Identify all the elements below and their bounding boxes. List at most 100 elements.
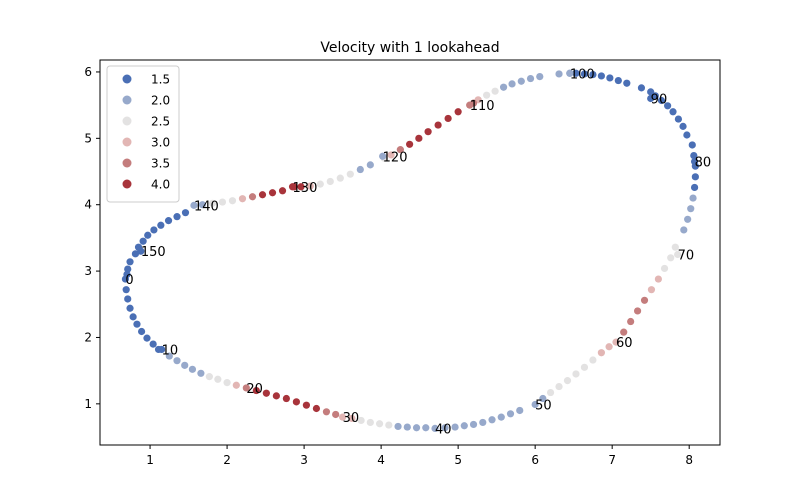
data-point-130: [288, 183, 297, 191]
data-point-84: [669, 108, 677, 116]
data-point-69: [671, 243, 679, 251]
data-point-107: [483, 91, 491, 99]
data-point-117: [396, 146, 404, 154]
data-point-135: [238, 195, 247, 203]
y-tick-label-2: 2: [84, 330, 92, 344]
data-point-37: [403, 423, 411, 431]
x-tick-label-7: 7: [608, 453, 616, 467]
point-label-150: 150: [141, 245, 166, 260]
data-point-11: [165, 352, 173, 360]
axes-frame: [99, 59, 721, 446]
data-point-59: [605, 343, 613, 351]
data-point-40: [431, 424, 439, 433]
data-point-89: [637, 84, 646, 92]
point-index-labels: 0 10 20 30 40 50 60 70 80 90 100 110 120 130 140 150: [125, 67, 711, 437]
data-point-64: [640, 296, 649, 304]
data-point-121: [366, 161, 374, 169]
legend-label-3.0: 3.0: [151, 136, 170, 150]
y-tick-label-1: 1: [84, 397, 92, 411]
y-tick-label-3: 3: [84, 264, 92, 278]
data-point-14: [188, 365, 197, 373]
legend-marker-3.5: [122, 158, 132, 168]
data-point-27: [312, 404, 321, 413]
legend-label-1.5: 1.5: [151, 73, 170, 87]
data-point-151: [126, 258, 134, 266]
legend-label-3.5: 3.5: [151, 157, 170, 171]
data-point-20: [242, 384, 250, 392]
data-point-13: [181, 361, 189, 369]
x-tick-label-1: 1: [146, 453, 154, 467]
data-point-2: [124, 295, 132, 303]
data-point-144: [157, 221, 165, 229]
data-point-48: [506, 410, 515, 418]
data-point-146: [144, 231, 152, 239]
data-point-103: [517, 77, 525, 85]
data-point-83: [674, 115, 683, 123]
point-label-130: 130: [293, 181, 318, 196]
legend-marker-3.0: [122, 137, 132, 147]
data-point-122: [356, 165, 364, 174]
legend-label-4.0: 4.0: [151, 178, 170, 192]
data-point-136: [228, 197, 237, 205]
data-point-118: [387, 151, 395, 159]
data-point-72: [684, 215, 692, 223]
data-point-29: [332, 410, 340, 419]
data-point-153: [123, 270, 131, 279]
data-point-104: [508, 80, 516, 88]
data-point-63: [633, 307, 642, 315]
data-point-120: [379, 152, 387, 160]
legend-label-2.5: 2.5: [151, 115, 170, 129]
legend-marker-4.0: [122, 179, 132, 189]
data-point-93: [606, 74, 614, 82]
data-point-145: [150, 226, 158, 234]
data-point-22: [262, 389, 270, 397]
data-point-126: [316, 180, 324, 188]
scatter-points: [121, 69, 699, 433]
data-point-115: [415, 134, 423, 142]
data-point-45: [479, 418, 487, 427]
data-point-25: [292, 398, 300, 406]
point-label-40: 40: [435, 422, 452, 437]
data-point-150: [137, 247, 145, 255]
y-tick-label-4: 4: [84, 198, 92, 212]
data-point-78: [690, 151, 698, 160]
y-tick-label-5: 5: [84, 131, 92, 145]
data-point-132: [268, 189, 277, 197]
data-point-88: [647, 94, 655, 103]
data-point-35: [385, 421, 393, 429]
data-point-124: [336, 174, 344, 182]
data-point-51: [539, 394, 547, 403]
data-point-105: [499, 83, 508, 91]
x-tick-label-2: 2: [223, 453, 231, 467]
data-point-74: [689, 194, 697, 202]
legend-label-2.0: 2.0: [151, 94, 170, 108]
data-point-114: [424, 128, 432, 136]
data-point-18: [223, 379, 231, 387]
data-point-31: [348, 414, 356, 423]
data-point-123: [346, 170, 354, 178]
data-point-41: [441, 424, 449, 432]
point-label-80: 80: [695, 156, 712, 171]
data-point-55: [572, 370, 580, 378]
data-point-94: [597, 72, 605, 80]
data-point-26: [302, 401, 311, 409]
point-label-10: 10: [162, 343, 179, 358]
x-tick-label-8: 8: [685, 453, 693, 467]
point-label-110: 110: [470, 99, 495, 114]
data-point-44: [469, 420, 478, 429]
data-point-58: [597, 349, 605, 357]
data-point-65: [647, 286, 656, 294]
y-axis-ticks: 1 2 3 4 5 6: [84, 65, 100, 411]
x-tick-label-5: 5: [454, 453, 462, 467]
data-point-149: [131, 250, 140, 258]
data-point-143: [164, 217, 173, 225]
data-point-102: [526, 74, 535, 83]
data-point-68: [667, 254, 675, 262]
data-point-6: [137, 327, 146, 336]
data-point-3: [126, 304, 134, 312]
data-point-61: [620, 328, 628, 336]
data-point-81: [683, 131, 691, 139]
data-point-96: [580, 70, 589, 78]
data-point-52: [546, 388, 555, 397]
data-point-53: [555, 382, 563, 391]
